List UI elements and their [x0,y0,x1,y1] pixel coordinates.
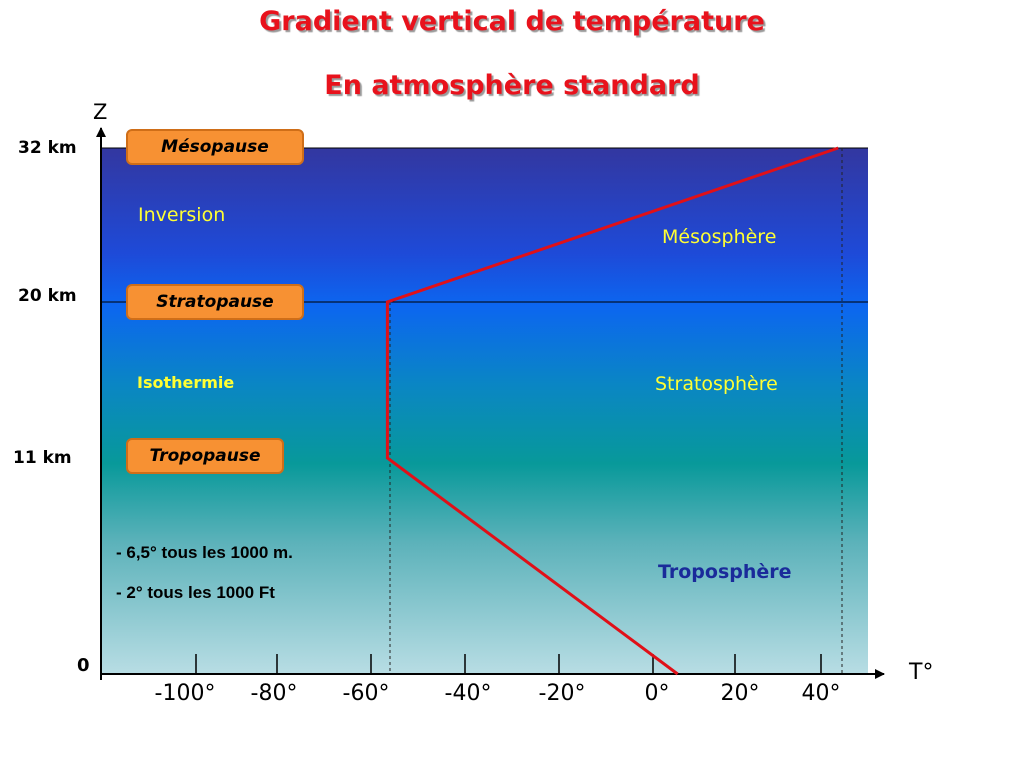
x-tick-label: -20° [538,681,586,706]
lapse-rate-imperial: - 2° tous les 1000 Ft [116,583,275,602]
x-tick-label: 40° [801,681,841,706]
y-axis-name: Z [93,100,108,124]
mesosphere-label: Mésosphère [662,226,777,248]
altitude-label-11km: 11 km [13,448,72,468]
tropopause-label: Tropopause [126,438,284,474]
diagram-subtitle: En atmosphère standard [324,70,700,101]
x-axis-name: T° [909,660,934,685]
x-tick-label: 20° [720,681,760,706]
altitude-label-0: 0 [77,655,90,676]
diagram-title: Gradient vertical de température [259,6,765,37]
x-tick-label: -40° [444,681,492,706]
altitude-label-32km: 32 km [18,138,77,158]
troposphere-label: Troposphère [658,561,792,583]
x-tick-label: -60° [342,681,390,706]
stratosphere-label: Stratosphère [655,373,778,395]
x-tick-label: -80° [250,681,298,706]
x-tick-label: -100° [154,681,216,706]
lapse-rate-metric: - 6,5° tous les 1000 m. [116,543,293,562]
inversion-label: Inversion [138,204,226,226]
isothermie-label: Isothermie [137,373,235,392]
stratopause-label: Stratopause [126,284,304,320]
altitude-label-20km: 20 km [18,286,77,306]
mesopause-label: Mésopause [126,129,304,165]
temperature-profile-line [385,146,839,676]
x-tick-label: 0° [644,681,670,706]
sky-background [101,148,868,674]
